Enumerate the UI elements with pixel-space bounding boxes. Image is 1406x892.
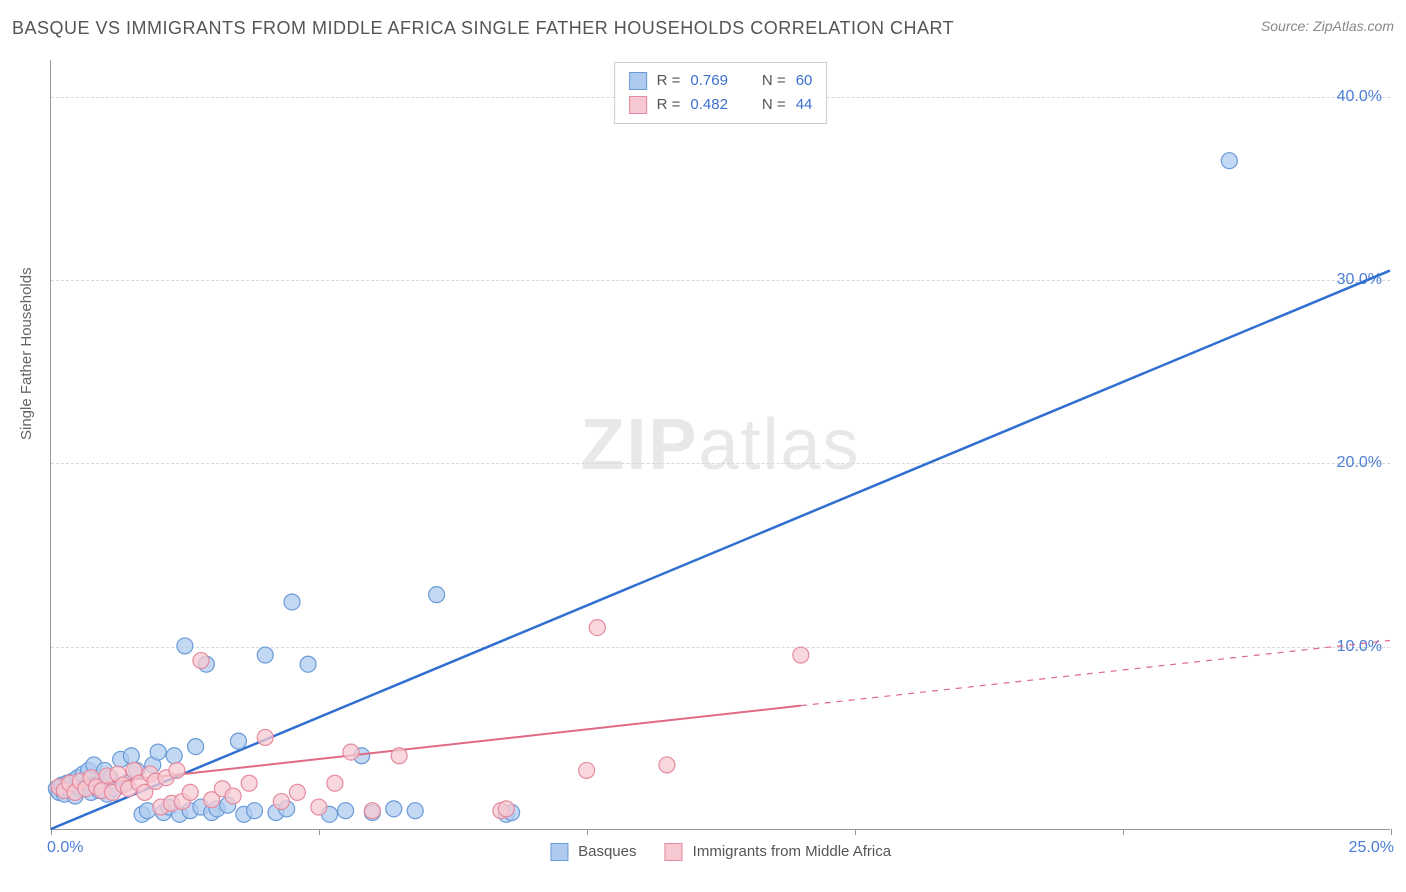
legend-r-value-basques: 0.769	[690, 69, 728, 93]
legend-item-immigrants: Immigrants from Middle Africa	[664, 843, 891, 861]
legend-r-label: R =	[657, 69, 681, 93]
legend-n-label: N =	[762, 69, 786, 93]
legend-n-label: N =	[762, 93, 786, 117]
legend-swatch-basques-bottom	[550, 843, 568, 861]
legend-n-value-basques: 60	[796, 69, 813, 93]
x-tick-start: 0.0%	[47, 839, 83, 857]
legend-row-immigrants: R = 0.482 N = 44	[629, 93, 813, 117]
chart-header: BASQUE VS IMMIGRANTS FROM MIDDLE AFRICA …	[12, 18, 1394, 39]
chart-source: Source: ZipAtlas.com	[1261, 18, 1394, 34]
y-axis-label: Single Father Households	[18, 267, 35, 440]
legend-label-basques: Basques	[578, 843, 636, 860]
chart-svg	[51, 60, 1390, 829]
legend-correlation: R = 0.769 N = 60 R = 0.482 N = 44	[614, 62, 828, 124]
legend-n-value-immigrants: 44	[796, 93, 813, 117]
legend-item-basques: Basques	[550, 843, 637, 861]
chart-title: BASQUE VS IMMIGRANTS FROM MIDDLE AFRICA …	[12, 18, 954, 39]
legend-r-value-immigrants: 0.482	[690, 93, 728, 117]
x-tick-end: 25.0%	[1349, 839, 1394, 857]
legend-label-immigrants: Immigrants from Middle Africa	[693, 843, 891, 860]
legend-swatch-immigrants-bottom	[664, 843, 682, 861]
legend-r-label: R =	[657, 93, 681, 117]
legend-swatch-immigrants	[629, 96, 647, 114]
legend-series: Basques Immigrants from Middle Africa	[550, 843, 891, 861]
legend-row-basques: R = 0.769 N = 60	[629, 69, 813, 93]
plot-area: ZIPatlas 10.0%20.0%30.0%40.0% 0.0% 25.0%…	[50, 60, 1390, 830]
legend-swatch-basques	[629, 72, 647, 90]
